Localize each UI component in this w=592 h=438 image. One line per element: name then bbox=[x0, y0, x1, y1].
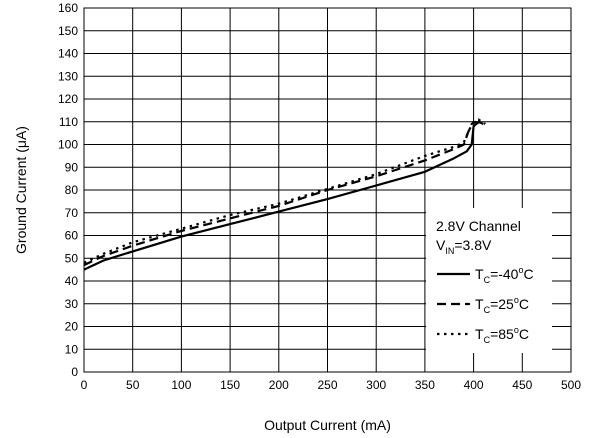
y-tick-label: 70 bbox=[65, 206, 79, 220]
y-tick-label: 120 bbox=[58, 92, 78, 106]
y-tick-label: 0 bbox=[71, 365, 78, 379]
y-axis-title: Ground Current (μA) bbox=[13, 126, 29, 254]
legend-condition: VIN=3.8V bbox=[436, 237, 492, 256]
y-tick-label: 10 bbox=[65, 342, 79, 356]
x-tick-label: 500 bbox=[561, 378, 581, 392]
series-line-25C bbox=[83, 120, 480, 267]
x-tick-label: 450 bbox=[512, 378, 532, 392]
legend-label: TC=-40oC bbox=[475, 265, 534, 285]
legend-entry-85C: TC=85oC bbox=[437, 325, 529, 345]
y-tick-labels: 0 10 20 30 40 50 60 70 80 90 100 110 120 130 140 150 160 bbox=[58, 1, 78, 379]
plot-frame bbox=[83, 7, 572, 373]
y-axis-title-tail: A) bbox=[13, 126, 29, 140]
y-tick-label: 100 bbox=[58, 138, 78, 152]
y-tick-label: 40 bbox=[65, 274, 79, 288]
x-tick-label: 100 bbox=[171, 378, 191, 392]
y-tick-label: 80 bbox=[65, 183, 79, 197]
legend-label: TC=25oC bbox=[475, 295, 529, 315]
y-axis-title-mu: μ bbox=[13, 140, 29, 148]
x-tick-label: 0 bbox=[81, 378, 88, 392]
legend-label: TC=85oC bbox=[475, 325, 529, 345]
y-tick-label: 160 bbox=[58, 1, 78, 15]
legend: 2.8V Channel VIN=3.8V TC=-40oCTC=25oCTC=… bbox=[426, 208, 552, 353]
legend-entry-25C: TC=25oC bbox=[437, 295, 529, 315]
legend-box bbox=[426, 208, 552, 353]
y-axis-title-main: Ground Current ( bbox=[13, 148, 29, 254]
x-tick-label: 350 bbox=[415, 378, 435, 392]
legend-condition-sub: IN bbox=[445, 246, 454, 256]
y-tick-label: 20 bbox=[65, 320, 79, 334]
series-line-minus40C bbox=[83, 120, 484, 271]
y-tick-label: 60 bbox=[65, 229, 79, 243]
y-tick-label: 110 bbox=[59, 115, 78, 129]
x-tick-label: 300 bbox=[366, 378, 386, 392]
x-tick-label: 250 bbox=[317, 378, 337, 392]
x-tick-label: 150 bbox=[220, 378, 240, 392]
x-tick-label: 50 bbox=[126, 378, 140, 392]
legend-condition-value: =3.8V bbox=[454, 237, 492, 253]
y-tick-label: 90 bbox=[65, 160, 79, 174]
x-tick-label: 200 bbox=[269, 378, 289, 392]
y-tick-label: 150 bbox=[58, 24, 78, 38]
legend-condition-v: V bbox=[436, 237, 446, 253]
legend-entry-minus40C: TC=-40oC bbox=[437, 265, 534, 285]
legend-entries: TC=-40oC TC=25oC TC=85oC bbox=[437, 265, 534, 345]
x-axis-title: Output Current (mA) bbox=[264, 417, 391, 433]
y-tick-label: 30 bbox=[65, 297, 79, 311]
y-tick-label: 140 bbox=[58, 47, 78, 61]
x-tick-label: 400 bbox=[464, 378, 484, 392]
series-lines bbox=[83, 118, 486, 271]
legend-title: 2.8V Channel bbox=[436, 218, 521, 234]
x-tick-labels: 0 50 100 150 200 250 300 350 400 450 500 bbox=[81, 378, 582, 392]
y-tick-label: 130 bbox=[58, 69, 78, 83]
y-tick-label: 50 bbox=[65, 251, 79, 265]
